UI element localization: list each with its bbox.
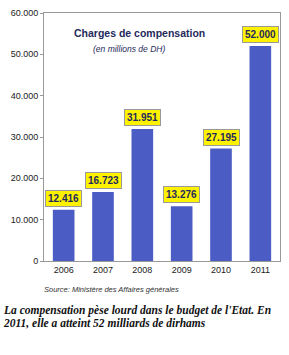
svg-text:52.000: 52.000 [245, 29, 276, 40]
svg-text:0: 0 [33, 256, 38, 266]
svg-text:40.000: 40.000 [11, 91, 39, 101]
svg-text:Charges de compensation: Charges de compensation [74, 27, 205, 39]
svg-text:13.276: 13.276 [166, 189, 197, 200]
svg-text:2009: 2009 [172, 265, 192, 275]
svg-text:50.000: 50.000 [11, 49, 39, 59]
svg-text:(en millions de DH): (en millions de DH) [93, 44, 165, 54]
svg-text:2011: 2011 [251, 265, 270, 275]
svg-text:2010: 2010 [211, 265, 231, 275]
svg-text:27.195: 27.195 [206, 132, 237, 143]
svg-text:2008: 2008 [132, 265, 152, 275]
svg-text:12.416: 12.416 [48, 193, 79, 204]
svg-text:2007: 2007 [93, 265, 113, 275]
html-text:Source: Ministère des Affaires: Source: Ministère des Affaires générales [44, 285, 179, 294]
svg-text:20.000: 20.000 [11, 173, 39, 183]
svg-text:2006: 2006 [54, 265, 74, 275]
svg-text:30.000: 30.000 [11, 132, 39, 142]
svg-text:10.000: 10.000 [11, 215, 39, 225]
svg-text:60.000: 60.000 [11, 8, 39, 18]
html-text:La compensation pèse lourd dan: La compensation pèse lourd dans le budge… [4, 304, 272, 329]
svg-text:31.951: 31.951 [127, 112, 158, 123]
svg-text:16.723: 16.723 [88, 175, 119, 186]
